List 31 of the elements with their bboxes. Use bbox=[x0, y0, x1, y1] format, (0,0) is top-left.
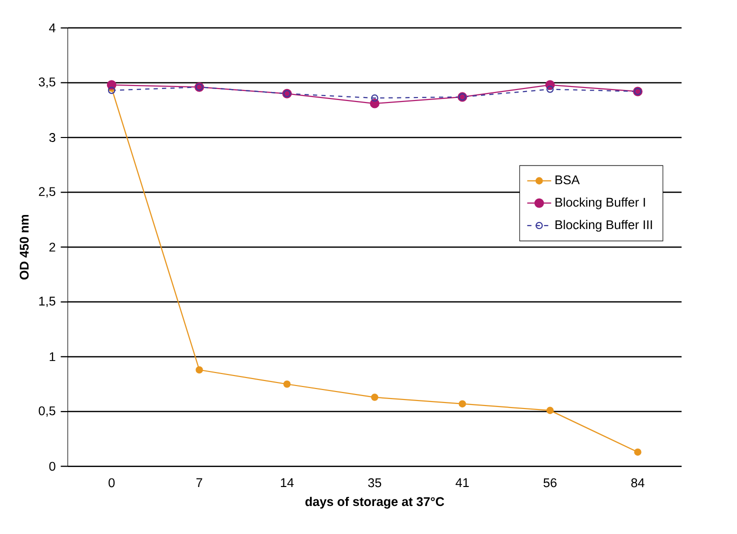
legend-label: Blocking Buffer III bbox=[556, 220, 652, 232]
x-axis-title: days of storage at 37°C bbox=[305, 496, 444, 509]
x-tick-label: 0 bbox=[108, 478, 115, 488]
y-tick-label: 3,5 bbox=[38, 77, 56, 88]
x-tick-label: 7 bbox=[196, 478, 202, 487]
point bbox=[106, 80, 116, 90]
y-tick-label: 2 bbox=[49, 242, 56, 252]
point bbox=[458, 400, 466, 408]
point bbox=[371, 94, 378, 102]
point bbox=[371, 394, 378, 401]
legend-label: Blocking Buffer I bbox=[556, 197, 645, 210]
y-tick-label: 1,5 bbox=[39, 296, 56, 308]
x-tick-label: 84 bbox=[631, 478, 644, 488]
x-tick-label: 35 bbox=[368, 478, 382, 488]
x-tick-label: 14 bbox=[280, 478, 294, 487]
point bbox=[634, 448, 642, 456]
point bbox=[546, 406, 554, 414]
legend-label: BSA bbox=[556, 175, 580, 184]
y-tick-label: 0,5 bbox=[38, 406, 56, 417]
point bbox=[283, 380, 291, 388]
y-tick-label: 4 bbox=[49, 24, 56, 32]
y-tick-label: 2,5 bbox=[38, 187, 56, 198]
x-tick-label: 41 bbox=[456, 478, 469, 487]
y-tick-label: 1 bbox=[50, 352, 56, 362]
y-tick-label: 3 bbox=[49, 132, 56, 142]
point bbox=[108, 86, 116, 94]
point bbox=[196, 366, 203, 374]
point bbox=[546, 86, 554, 93]
y-axis-title: OD 450 nm bbox=[20, 214, 29, 280]
x-tick-label: 56 bbox=[544, 478, 557, 488]
y-tick-label: 0 bbox=[49, 462, 56, 471]
